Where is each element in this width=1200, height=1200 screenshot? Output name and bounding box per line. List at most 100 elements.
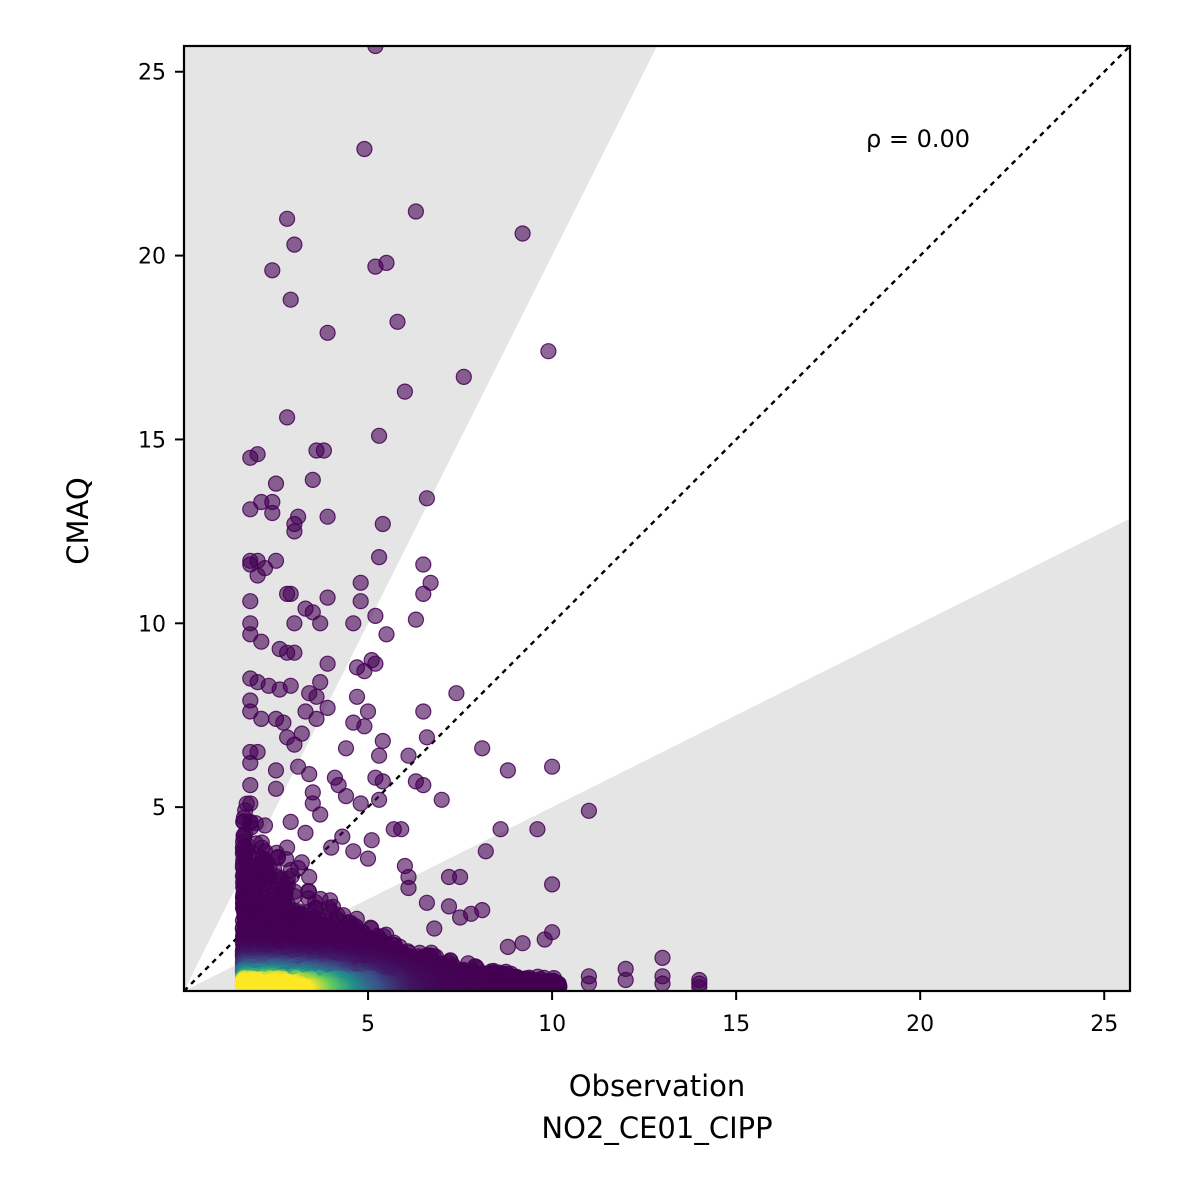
data-point xyxy=(356,662,373,680)
data-point xyxy=(323,839,340,856)
data-point xyxy=(256,843,274,860)
y-tick-label: 20 xyxy=(138,245,166,270)
data-point xyxy=(415,585,432,603)
data-point xyxy=(337,740,355,757)
data-point xyxy=(514,225,531,242)
x-axis-ticks: 5 10 15 20 25 xyxy=(361,991,1118,1037)
data-point xyxy=(474,901,491,919)
data-point xyxy=(514,935,531,952)
data-point xyxy=(315,442,332,459)
data-point xyxy=(415,703,432,720)
data-point xyxy=(293,854,310,871)
data-point xyxy=(371,548,388,566)
data-point xyxy=(396,383,413,400)
data-point xyxy=(393,821,410,838)
data-point xyxy=(304,471,321,488)
data-point xyxy=(400,747,417,764)
data-point xyxy=(264,262,281,279)
data-point xyxy=(264,504,281,522)
data-point xyxy=(249,446,266,463)
x-tick-label: 10 xyxy=(538,1012,566,1037)
data-point xyxy=(301,868,318,886)
x-tick-label: 15 xyxy=(722,1012,750,1037)
data-point xyxy=(374,515,391,533)
data-point xyxy=(418,894,435,911)
data-point xyxy=(312,615,329,632)
data-point xyxy=(492,821,509,838)
data-point xyxy=(529,821,546,838)
data-point xyxy=(242,795,259,812)
data-point xyxy=(540,343,557,360)
data-point xyxy=(279,210,296,227)
data-point xyxy=(290,758,307,775)
data-point xyxy=(359,703,377,720)
data-point xyxy=(363,832,380,849)
data-point xyxy=(312,673,329,691)
data-point xyxy=(356,718,373,735)
data-point xyxy=(297,824,314,842)
data-point xyxy=(367,655,384,672)
data-point xyxy=(256,981,273,991)
data-point xyxy=(319,699,336,717)
data-point xyxy=(499,938,516,956)
y-tick-label: 10 xyxy=(138,612,166,637)
plot-area xyxy=(184,46,1130,991)
data-point xyxy=(304,795,321,812)
correlation-annotation: ρ = 0.00 xyxy=(866,125,970,153)
data-point xyxy=(371,791,388,808)
data-point xyxy=(253,710,270,728)
data-point xyxy=(654,975,671,991)
data-point xyxy=(345,615,362,632)
data-point xyxy=(249,567,266,584)
data-point xyxy=(242,754,259,772)
data-point xyxy=(301,765,318,783)
data-point xyxy=(499,762,516,779)
plot-frame xyxy=(182,44,1132,993)
data-point xyxy=(543,876,561,893)
data-point xyxy=(282,291,299,308)
data-point xyxy=(308,710,325,728)
data-point xyxy=(267,475,285,492)
x-axis-title: Observation xyxy=(569,1069,746,1103)
data-point xyxy=(426,920,443,937)
data-point xyxy=(415,776,432,794)
data-point xyxy=(455,368,472,385)
data-point xyxy=(286,615,303,632)
x-axis-subtitle: NO2_CE01_CIPP xyxy=(541,1111,772,1145)
data-point xyxy=(312,806,329,823)
data-point xyxy=(282,585,299,603)
data-point xyxy=(691,979,708,991)
data-point xyxy=(242,703,259,720)
data-point xyxy=(418,490,435,507)
x-tick-label: 20 xyxy=(906,1012,934,1037)
data-point xyxy=(448,685,465,702)
data-point xyxy=(580,802,598,819)
data-point xyxy=(348,688,366,705)
data-point xyxy=(367,607,384,625)
data-point xyxy=(286,523,303,540)
data-point xyxy=(654,949,671,967)
data-point xyxy=(371,747,388,764)
data-point xyxy=(374,773,391,790)
data-point xyxy=(415,556,432,573)
upper-shaded-band xyxy=(184,46,657,991)
data-point xyxy=(543,758,561,775)
data-point xyxy=(477,843,494,860)
data-point xyxy=(407,203,424,220)
data-point xyxy=(389,313,406,330)
data-point xyxy=(418,729,435,746)
data-point xyxy=(253,633,270,650)
data-point xyxy=(378,626,395,643)
data-point xyxy=(286,644,303,661)
data-point xyxy=(319,508,336,525)
y-tick-label: 5 xyxy=(152,796,166,821)
lower-shaded-band xyxy=(184,518,1130,991)
data-point xyxy=(286,736,303,753)
data-point xyxy=(282,813,299,831)
x-tick-label: 5 xyxy=(361,1012,375,1037)
data-point xyxy=(345,843,362,860)
data-point xyxy=(330,776,347,794)
data-point xyxy=(452,868,469,886)
data-point xyxy=(334,828,351,845)
